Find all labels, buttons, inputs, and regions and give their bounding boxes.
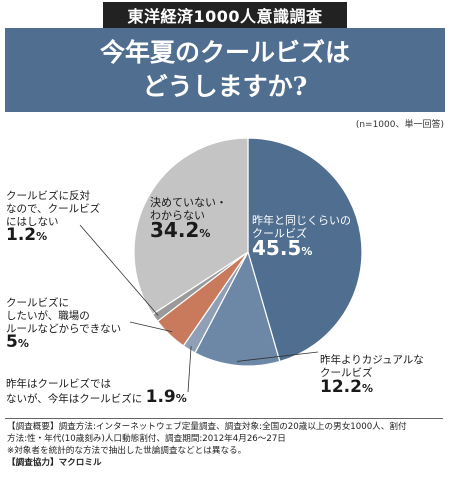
pie-slice-same	[247, 137, 363, 363]
leader-line-want	[129, 321, 173, 333]
pie-slice-casual	[194, 250, 281, 367]
footer-line-3: ※対象者を統計的な方法で抽出した世論調査などとは異なる。	[7, 446, 247, 456]
value-casual: 12.2	[320, 377, 362, 397]
survey-footer: 【調査概要】調査方法:インターネットウェブ定量調査、調査対象:全国の20歳以上の…	[5, 418, 443, 476]
pie-slice-undecided	[133, 137, 249, 316]
unit-same: %	[301, 245, 313, 258]
value-undecided: 34.2	[150, 218, 200, 242]
leader-line-none	[79, 224, 159, 316]
title-line-1: 今年夏のクールビズは	[99, 38, 350, 67]
label-same-line-2: クールビズ	[252, 227, 307, 240]
label-same: 昨年と同じくらいの クールビズ 45.5%	[252, 214, 351, 258]
footer-line-4: 【調査協力】マクロミル	[7, 458, 102, 468]
leader-line-stop	[187, 346, 192, 393]
unit-none: %	[36, 230, 48, 243]
unit-want: %	[17, 337, 29, 350]
label-stop-line-1: 昨年はクールビズでは	[6, 378, 111, 390]
label-undecided-line-2: わからない	[150, 209, 205, 222]
title-box: 今年夏のクールビズは どうしますか?	[5, 28, 445, 112]
leader-lines	[79, 224, 319, 393]
unit-undecided: %	[199, 227, 211, 240]
label-same-line-1: 昨年と同じくらいの	[252, 214, 351, 227]
label-casual-line-1: 昨年よりカジュアルな	[320, 354, 424, 366]
leader-line-casual	[236, 351, 319, 362]
title-line-2: どうしますか?	[142, 72, 308, 101]
sample-note: (n=1000、単一回答)	[355, 120, 444, 130]
value-none: 1.2	[6, 225, 37, 245]
value-same: 45.5	[252, 236, 302, 260]
unit-stop: %	[175, 392, 187, 405]
label-undecided-line-1: 決めていない・	[150, 196, 227, 209]
footer-line-2: 方法:性・年代(10歳刻み)人口動態割付、調査期間:2012年4月26〜27日	[7, 434, 286, 444]
label-want-line-2: したいが、職場の	[6, 310, 90, 322]
survey-banner: 東洋経済1000人意識調査	[103, 2, 347, 28]
unit-casual: %	[361, 382, 373, 395]
label-none-line-1: クールビズに反対	[6, 190, 90, 202]
value-want: 5	[6, 332, 18, 352]
footer-line-1: 【調査概要】調査方法:インターネットウェブ定量調査、調査対象:全国の20歳以上の…	[7, 422, 407, 432]
label-want-line-3: ルールなどからできない	[6, 323, 122, 335]
label-none-line-2: なので、クールビズ	[6, 203, 101, 215]
label-casual-line-2: クールビズ	[320, 367, 373, 379]
label-want-line-1: クールビズに	[6, 297, 69, 309]
label-want: クールビズに したいが、職場の ルールなどからできない 5%	[6, 297, 121, 351]
value-stop: 1.9	[145, 387, 176, 407]
label-none: クールビズに反対 なので、クールビズ にはしない 1.2%	[6, 190, 100, 244]
label-stop-line-2: ないが、今年はクールビズに	[6, 393, 143, 405]
label-stop: 昨年はクールビズでは ないが、今年はクールビズに 1.9%	[6, 378, 187, 406]
label-none-line-3: にはしない	[6, 216, 59, 228]
label-casual: 昨年よりカジュアルな クールビズ 12.2%	[320, 354, 424, 396]
pie-slices	[133, 137, 363, 367]
label-undecided: 決めていない・ わからない 34.2%	[150, 196, 227, 240]
